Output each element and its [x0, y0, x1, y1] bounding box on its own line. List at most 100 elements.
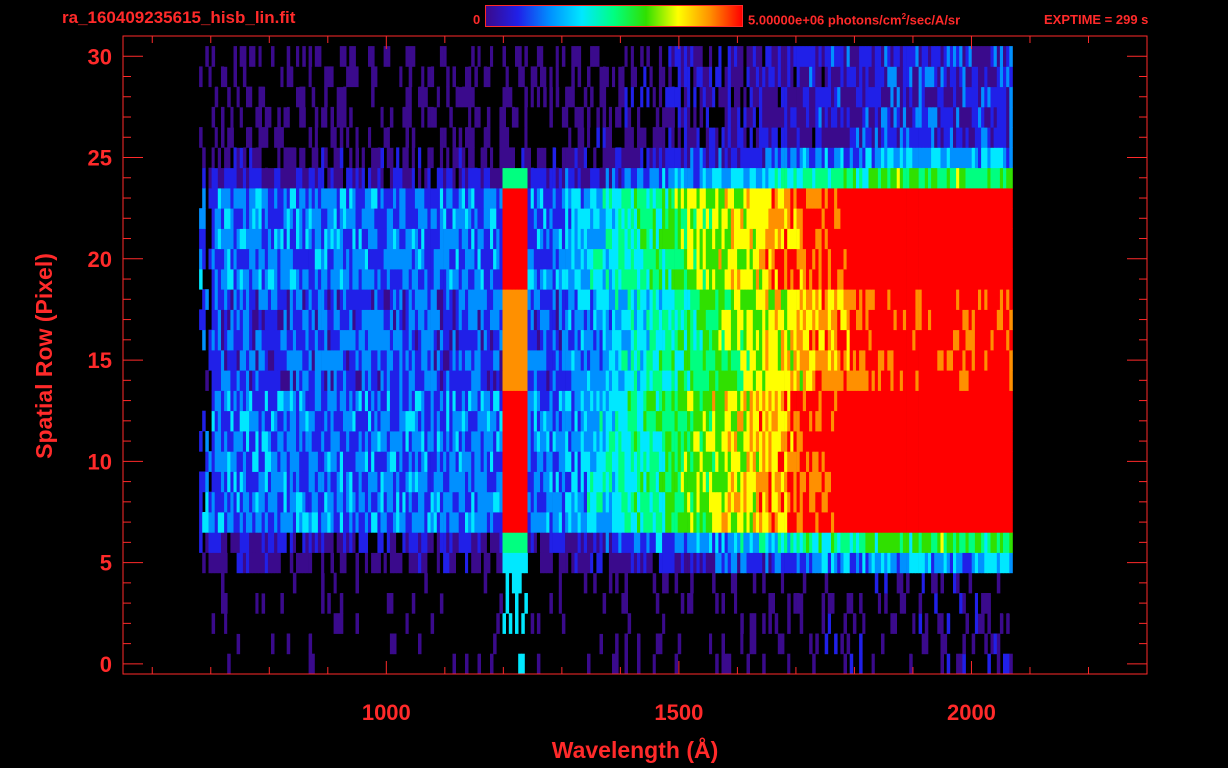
heatmap-cell	[637, 653, 641, 674]
heatmap-cell	[856, 552, 860, 574]
heatmap-cell	[555, 268, 560, 290]
heatmap-cell	[605, 329, 610, 351]
heatmap-cell	[943, 532, 948, 553]
heatmap-cell	[436, 208, 441, 229]
heatmap-cell	[862, 390, 866, 412]
heatmap-cell	[640, 532, 644, 553]
heatmap-cell	[452, 208, 456, 229]
heatmap-cell	[621, 329, 625, 351]
heatmap-cell	[239, 471, 244, 493]
heatmap-cell	[806, 329, 810, 351]
heatmap-cell	[224, 390, 228, 412]
heatmap-cell	[521, 268, 525, 290]
heatmap-cell	[978, 228, 982, 250]
heatmap-cell	[1006, 390, 1010, 412]
heatmap-cell	[292, 431, 297, 452]
heatmap-cell	[831, 208, 835, 229]
heatmap-cell	[912, 451, 916, 472]
heatmap-cell	[524, 451, 528, 472]
heatmap-cell	[314, 431, 319, 452]
heatmap-cell	[389, 451, 394, 472]
heatmap-cell	[433, 471, 438, 493]
heatmap-cell	[683, 431, 688, 452]
heatmap-cell	[943, 329, 948, 351]
heatmap-cell	[633, 451, 638, 472]
heatmap-cell	[743, 532, 747, 553]
heatmap-cell	[418, 512, 422, 533]
heatmap-cell	[640, 228, 644, 250]
heatmap-cell	[239, 410, 244, 432]
heatmap-cell	[571, 512, 575, 533]
heatmap-cell	[974, 289, 979, 310]
heatmap-cell	[408, 248, 413, 270]
heatmap-cell	[915, 552, 919, 574]
heatmap-cell	[261, 491, 266, 513]
heatmap-cell	[605, 228, 610, 250]
heatmap-cell	[984, 370, 988, 391]
heatmap-cell	[777, 633, 782, 655]
heatmap-cell	[205, 451, 209, 472]
heatmap-cell	[443, 228, 447, 250]
heatmap-cell	[665, 268, 669, 290]
heatmap-cell	[465, 228, 469, 250]
heatmap-cell	[468, 370, 472, 391]
heatmap-cell	[724, 653, 729, 674]
heatmap-cell	[343, 491, 347, 513]
heatmap-cell	[389, 329, 394, 351]
heatmap-cell	[477, 532, 481, 553]
heatmap-cell	[242, 410, 247, 432]
heatmap-cell	[461, 289, 466, 310]
heatmap-cell	[527, 410, 531, 432]
heatmap-cell	[371, 431, 375, 452]
heatmap-cell	[818, 289, 822, 310]
heatmap-cell	[627, 228, 632, 250]
heatmap-cell	[358, 410, 363, 432]
heatmap-cell	[330, 390, 334, 412]
heatmap-cell	[267, 410, 272, 432]
heatmap-cell	[815, 329, 819, 351]
heatmap-cell	[831, 471, 835, 493]
heatmap-cell	[915, 289, 919, 310]
heatmap-cell	[271, 248, 275, 270]
heatmap-cell	[430, 532, 435, 553]
heatmap-cell	[906, 410, 910, 432]
heatmap-cell	[311, 512, 316, 533]
heatmap-cell	[715, 451, 719, 472]
heatmap-cell	[352, 532, 356, 553]
heatmap-cell	[690, 491, 694, 513]
heatmap-cell	[978, 410, 982, 432]
heatmap-cell	[690, 572, 694, 594]
heatmap-cell	[211, 410, 216, 432]
heatmap-cell	[862, 228, 866, 250]
heatmap-cell	[580, 410, 585, 432]
heatmap-cell	[596, 208, 600, 229]
heatmap-cell	[824, 208, 829, 229]
heatmap-cell	[402, 471, 406, 493]
heatmap-cell	[918, 491, 923, 513]
heatmap-cell	[899, 451, 904, 472]
heatmap-cell	[461, 349, 466, 371]
heatmap-cell	[884, 289, 888, 310]
heatmap-cell	[408, 390, 413, 412]
heatmap-cell	[330, 431, 334, 452]
heatmap-cell	[615, 532, 619, 553]
heatmap-cell	[493, 349, 497, 371]
heatmap-cell	[355, 390, 359, 412]
heatmap-cell	[746, 532, 750, 553]
heatmap-cell	[383, 512, 388, 533]
heatmap-cell	[499, 552, 503, 574]
heatmap-cell	[974, 329, 979, 351]
heatmap-cell	[436, 451, 441, 472]
heatmap-cell	[361, 309, 366, 331]
heatmap-cell	[214, 491, 219, 513]
heatmap-cell	[668, 633, 672, 655]
heatmap-cell	[790, 471, 794, 493]
heatmap-cell	[968, 228, 973, 250]
heatmap-cell	[649, 329, 653, 351]
heatmap-cell	[583, 491, 588, 513]
heatmap-cell	[868, 532, 872, 553]
heatmap-cell	[821, 289, 826, 310]
heatmap-cell	[677, 228, 682, 250]
heatmap-cell	[924, 653, 929, 674]
heatmap-cell	[709, 390, 713, 412]
